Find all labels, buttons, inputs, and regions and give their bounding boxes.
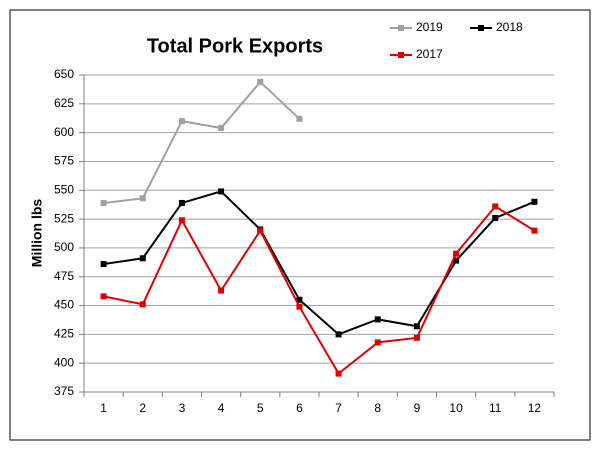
data-point <box>139 195 146 202</box>
data-point <box>413 334 420 341</box>
x-tick-label: 5 <box>257 401 264 415</box>
data-point <box>413 323 420 330</box>
y-tick-label: 425 <box>54 327 74 341</box>
legend-label: 2017 <box>416 47 443 61</box>
y-tick-label: 525 <box>54 211 74 225</box>
x-tick-label: 2 <box>139 401 146 415</box>
x-tick-label: 1 <box>100 401 107 415</box>
x-tick-label: 3 <box>179 401 186 415</box>
data-point <box>453 250 460 257</box>
data-point <box>218 287 225 294</box>
data-point <box>335 370 342 377</box>
data-point <box>257 227 264 234</box>
data-point <box>257 78 264 85</box>
x-tick-label: 8 <box>374 401 381 415</box>
data-point <box>453 257 460 264</box>
data-point <box>531 227 538 234</box>
data-point <box>374 316 381 323</box>
y-tick-label: 550 <box>54 182 74 196</box>
x-tick-label: 9 <box>414 401 421 415</box>
data-point <box>218 188 225 195</box>
data-point <box>178 217 185 224</box>
data-point <box>139 255 146 262</box>
x-tick-label: 11 <box>489 401 502 415</box>
series-line <box>103 190 535 336</box>
data-point <box>492 214 499 221</box>
series-line <box>103 205 535 376</box>
y-tick-label: 500 <box>54 240 74 254</box>
x-tick-label: 12 <box>528 401 542 415</box>
legend-marker <box>478 25 484 31</box>
y-tick-label: 575 <box>54 154 74 168</box>
chart-border <box>9 9 591 441</box>
y-tick-label: 625 <box>54 96 74 110</box>
data-point <box>531 198 538 205</box>
x-tick-label: 4 <box>218 401 225 415</box>
x-tick-label: 7 <box>335 401 342 415</box>
legend-marker <box>398 52 404 58</box>
y-tick-label: 600 <box>54 125 74 139</box>
legend-marker <box>398 25 404 31</box>
data-point <box>374 339 381 346</box>
y-tick-label: 400 <box>54 355 74 369</box>
x-tick-label: 6 <box>296 401 303 415</box>
data-point <box>296 303 303 310</box>
legend-label: 2018 <box>496 20 523 34</box>
data-point <box>100 293 107 300</box>
data-point <box>178 118 185 125</box>
data-point <box>296 115 303 122</box>
data-point <box>178 199 185 206</box>
y-axis-label: Million lbs <box>29 199 45 268</box>
y-tick-label: 650 <box>54 67 74 81</box>
data-point <box>218 125 225 132</box>
data-point <box>296 296 303 303</box>
series-line <box>103 80 301 204</box>
chart-title: Total Pork Exports <box>147 35 323 57</box>
x-tick-label: 10 <box>449 401 463 415</box>
data-point <box>139 301 146 308</box>
y-tick-label: 375 <box>54 384 74 398</box>
data-point <box>100 261 107 268</box>
y-tick-label: 450 <box>54 298 74 312</box>
y-tick-label: 475 <box>54 269 74 283</box>
data-point <box>335 331 342 338</box>
data-point <box>492 203 499 210</box>
legend-label: 2019 <box>416 20 443 34</box>
data-point <box>100 199 107 206</box>
